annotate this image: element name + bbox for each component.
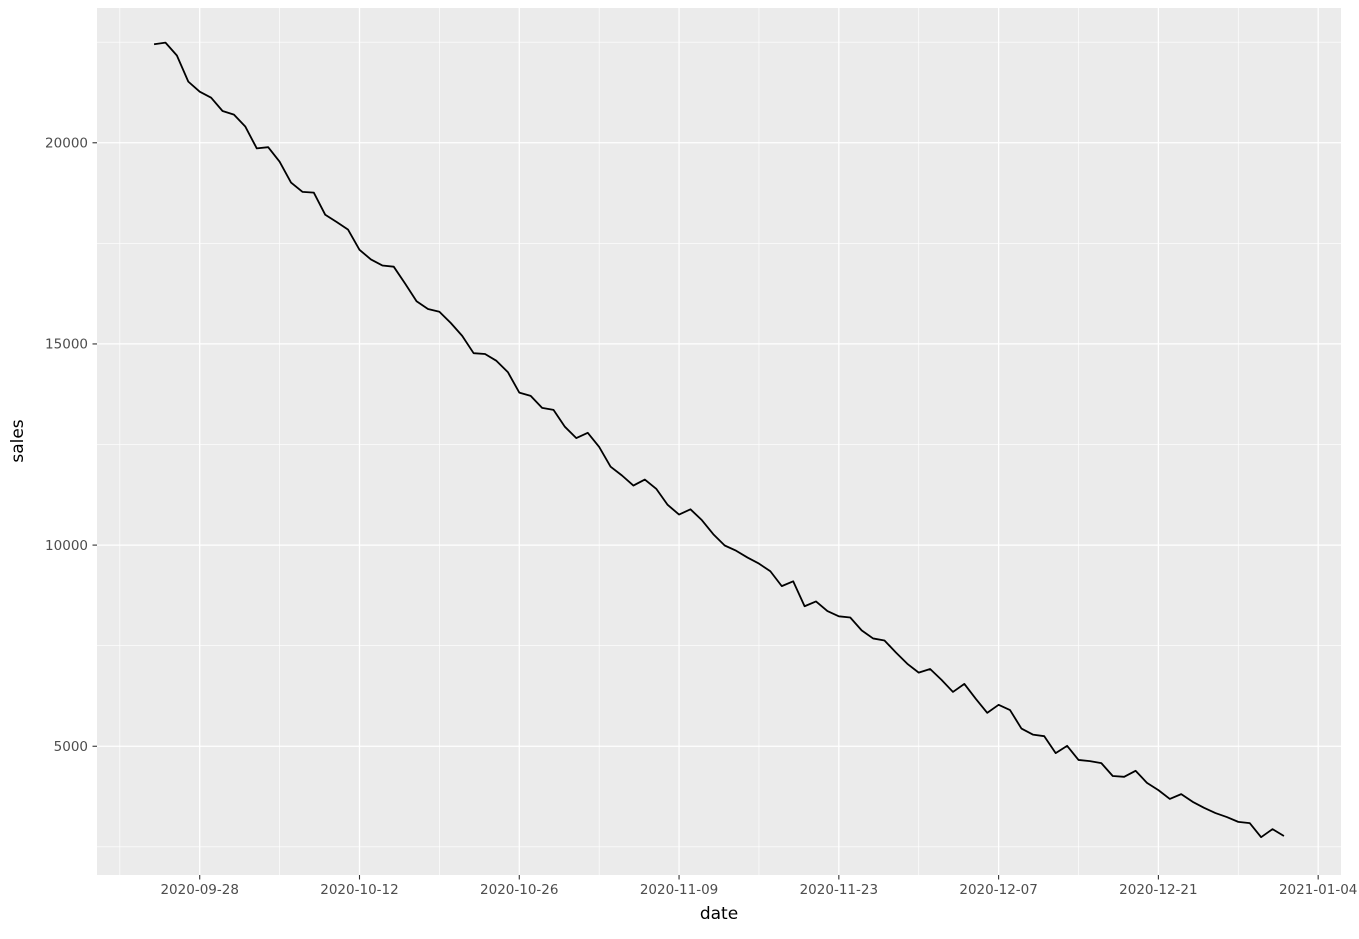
x-tick-label: 2020-12-07 bbox=[959, 882, 1037, 898]
x-tick-label: 2021-01-04 bbox=[1279, 882, 1357, 898]
y-tick-label: 20000 bbox=[45, 136, 88, 152]
x-tick-label: 2020-10-12 bbox=[320, 882, 398, 898]
x-tick-label: 2020-12-21 bbox=[1119, 882, 1197, 898]
x-tick-label: 2020-09-28 bbox=[160, 882, 238, 898]
y-tick-label: 10000 bbox=[45, 538, 88, 554]
x-axis-title: date bbox=[699, 904, 739, 924]
y-tick-label: 5000 bbox=[54, 739, 88, 755]
y-axis-title: sales bbox=[8, 419, 28, 463]
chart-panel bbox=[97, 8, 1341, 875]
x-tick-label: 2020-11-09 bbox=[640, 882, 718, 898]
y-tick-label: 15000 bbox=[45, 337, 88, 353]
x-tick-label: 2020-11-23 bbox=[800, 882, 878, 898]
x-tick-label: 2020-10-26 bbox=[480, 882, 558, 898]
sales-series-line bbox=[153, 41, 1285, 839]
